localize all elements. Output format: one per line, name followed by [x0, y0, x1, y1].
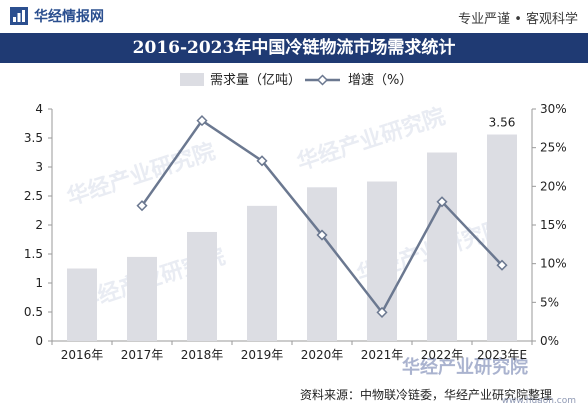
x-tick-label: 2019年 — [241, 348, 284, 362]
source-url: www.huaon.com — [501, 396, 576, 406]
title-bar: 2016-2023年中国冷链物流市场需求统计 — [0, 33, 588, 63]
chart-title: 2016-2023年中国冷链物流市场需求统计 — [132, 38, 456, 58]
watermark-text: 华经产业研究院 — [64, 138, 219, 210]
legend: 需求量（亿吨） 增速（%） — [180, 73, 412, 88]
y2-tick-label: 20% — [540, 179, 567, 193]
growth-point — [196, 115, 208, 127]
x-tick-label: 2016年 — [61, 348, 104, 362]
legend-swatch-demand — [180, 73, 204, 86]
growth-point — [496, 259, 508, 271]
top-bar: 华经情报网 专业严谨 • 客观科学 — [0, 0, 588, 32]
tagline: 专业严谨 • 客观科学 — [458, 12, 578, 27]
y2-tick-label: 25% — [540, 141, 567, 155]
x-tick-label: 2020年 — [301, 348, 344, 362]
x-tick-label: 2017年 — [121, 348, 164, 362]
bars — [67, 134, 517, 341]
y-tick-label: 2.5 — [24, 189, 43, 203]
bar — [487, 134, 517, 341]
x-tick-label: 2021年 — [361, 348, 404, 362]
site-name: 华经情报网 — [34, 9, 104, 25]
logo: 华经情报网 — [10, 7, 104, 25]
y-tick-label: 2 — [35, 218, 43, 232]
growth-point — [256, 155, 268, 167]
y2-tick-label: 15% — [540, 218, 567, 232]
bar — [67, 268, 97, 341]
growth-point — [136, 200, 148, 212]
y-axis-ticks: 0 0.5 1 1.5 2 2.5 3 3.5 4 — [24, 102, 52, 348]
y2-tick-label: 10% — [540, 257, 567, 271]
y-tick-label: 3.5 — [24, 131, 43, 145]
legend-marker-growth — [316, 74, 329, 86]
y-tick-label: 3 — [35, 160, 43, 174]
bar — [307, 187, 337, 341]
y-tick-label: 1.5 — [24, 247, 43, 261]
y-tick-label: 4 — [35, 102, 43, 116]
y-tick-label: 1 — [35, 276, 43, 290]
watermark-text: 华经产业研究院 — [294, 103, 449, 175]
axes — [51, 109, 533, 342]
data-labels: 3.56 — [489, 116, 516, 130]
x-tick-label: 2023年E — [477, 348, 527, 362]
bar — [127, 256, 157, 341]
growth-point — [376, 306, 388, 318]
y2-tick-label: 5% — [540, 295, 559, 309]
y2-tick-label: 30% — [540, 102, 567, 116]
legend-label-growth: 增速（%） — [348, 73, 412, 88]
legend-label-demand: 需求量（亿吨） — [210, 73, 301, 88]
watermark-text: 华经产业研究院 — [402, 356, 528, 378]
y-tick-label: 0.5 — [24, 305, 43, 319]
growth-point — [316, 229, 328, 241]
y2-tick-label: 0% — [540, 334, 559, 348]
bar — [247, 205, 277, 341]
y2-axis-ticks: 0% 5% 10% 15% 20% 25% 30% — [532, 102, 567, 348]
growth-line-group — [136, 115, 508, 318]
growth-point — [436, 196, 448, 208]
bar-data-label: 3.56 — [489, 116, 516, 130]
y-tick-label: 0 — [35, 334, 43, 348]
chart-logo-icon — [10, 7, 28, 25]
x-axis-ticks: 2016年 2017年 2018年 2019年 2020年 2021年 2022年 2023年… — [51, 341, 533, 362]
bar — [187, 231, 217, 341]
source-bar: 资料来源：中物联冷链委，华经产业研究院整理 www.huaon.com — [0, 378, 588, 410]
source-text: 资料来源：中物联冷链委，华经产业研究院整理 — [299, 388, 552, 402]
chart: 华经产业研究院华经产业研究院华经产业研究院华经产业研究院华经产业研究院 需求量（… — [24, 73, 567, 378]
bar — [427, 152, 457, 341]
x-tick-label: 2018年 — [181, 348, 224, 362]
x-tick-label: 2022年 — [421, 348, 464, 362]
